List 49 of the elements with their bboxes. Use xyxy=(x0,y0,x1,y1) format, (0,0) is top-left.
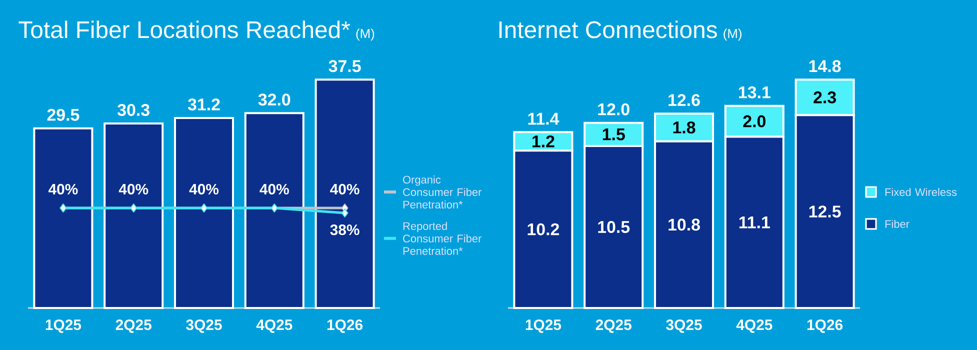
bar xyxy=(174,117,234,309)
legend-label: Reported Consumer Fiber Penetration* xyxy=(403,222,482,255)
data-label: 40% xyxy=(330,184,360,194)
legend-label: Organic Consumer Fiber Penetration* xyxy=(403,176,482,208)
data-label: 10.5 xyxy=(598,221,630,233)
data-label: 2.0 xyxy=(743,115,766,128)
total-label: 12.0 xyxy=(598,103,630,116)
data-label: 37.5 xyxy=(328,60,361,72)
x-tick-label: 2Q25 xyxy=(596,320,632,333)
bar xyxy=(314,78,375,309)
data-label: 40% xyxy=(260,184,289,194)
legend-label: Fixed Wireless xyxy=(885,188,957,196)
data-label: 10.2 xyxy=(528,223,559,236)
data-label: 1.2 xyxy=(532,135,554,148)
data-label: 31.2 xyxy=(188,98,220,110)
chart-title: Internet Connections xyxy=(499,20,717,38)
data-label: 10.8 xyxy=(668,218,700,231)
x-tick-label: 1Q25 xyxy=(526,320,562,333)
data-label: 38% xyxy=(330,224,360,236)
data-label: 1.5 xyxy=(602,128,625,140)
chart-subtitle: (M) xyxy=(356,28,374,41)
chart-title: Total Fiber Locations Reached* xyxy=(18,20,350,38)
data-label: 32.0 xyxy=(258,94,290,106)
total-label: 14.8 xyxy=(809,60,841,72)
total-label: 12.6 xyxy=(668,94,700,106)
x-tick-label: 4Q25 xyxy=(736,320,772,333)
chart-subtitle: (M) xyxy=(724,28,742,41)
x-tick-label: 1Q25 xyxy=(46,320,82,333)
data-label: 40% xyxy=(189,184,219,194)
bar xyxy=(244,112,304,309)
data-label: 29.5 xyxy=(47,108,80,121)
data-label: 1.8 xyxy=(673,121,696,134)
total-label: 13.1 xyxy=(738,86,770,98)
x-tick-label: 2Q25 xyxy=(116,320,152,333)
bar xyxy=(33,127,94,309)
x-tick-label: 1Q26 xyxy=(807,320,843,333)
data-label: 11.1 xyxy=(739,216,770,228)
x-tick-label: 4Q25 xyxy=(256,320,292,333)
data-label: 2.3 xyxy=(814,91,836,104)
total-label: 11.4 xyxy=(528,112,560,125)
bar xyxy=(104,122,164,309)
x-tick-label: 3Q25 xyxy=(186,320,222,333)
x-tick-label: 3Q25 xyxy=(666,320,702,333)
data-label: 40% xyxy=(48,184,78,194)
data-label: 12.5 xyxy=(809,206,841,218)
data-label: 40% xyxy=(118,184,148,194)
legend-label: Fiber xyxy=(885,220,910,228)
x-tick-label: 1Q26 xyxy=(327,320,363,333)
data-label: 30.3 xyxy=(118,104,150,116)
